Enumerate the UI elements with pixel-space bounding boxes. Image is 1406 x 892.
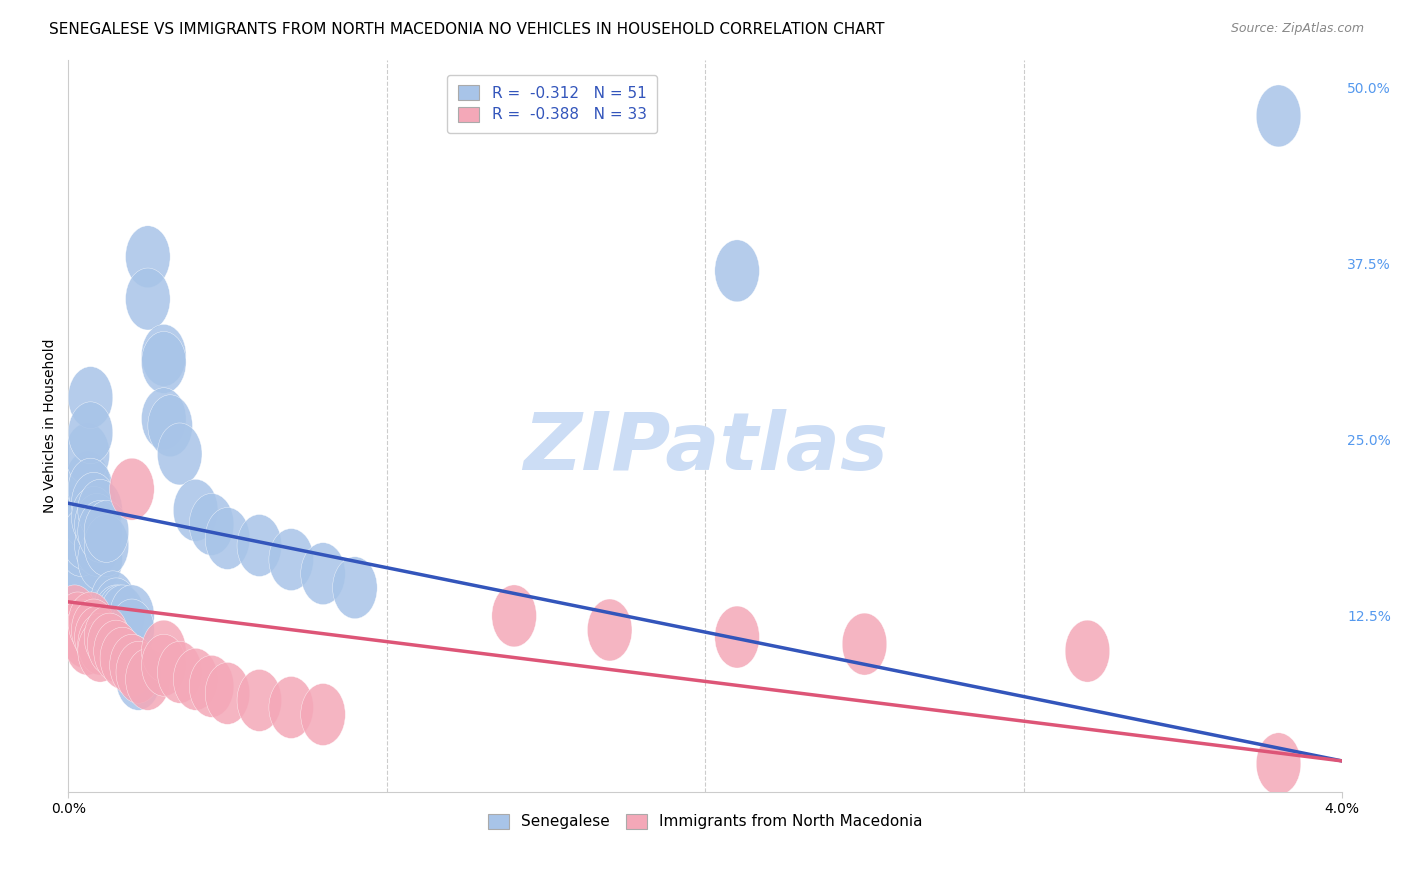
Ellipse shape bbox=[90, 571, 135, 632]
Ellipse shape bbox=[84, 606, 129, 668]
Ellipse shape bbox=[72, 599, 117, 661]
Text: SENEGALESE VS IMMIGRANTS FROM NORTH MACEDONIA NO VEHICLES IN HOUSEHOLD CORRELATI: SENEGALESE VS IMMIGRANTS FROM NORTH MACE… bbox=[49, 22, 884, 37]
Ellipse shape bbox=[77, 500, 122, 562]
Ellipse shape bbox=[84, 500, 129, 562]
Ellipse shape bbox=[125, 648, 170, 710]
Text: ZIPatlas: ZIPatlas bbox=[523, 409, 887, 487]
Ellipse shape bbox=[72, 486, 117, 549]
Ellipse shape bbox=[142, 325, 186, 386]
Ellipse shape bbox=[142, 388, 186, 450]
Ellipse shape bbox=[238, 669, 281, 731]
Ellipse shape bbox=[1257, 733, 1301, 795]
Ellipse shape bbox=[77, 620, 122, 682]
Ellipse shape bbox=[238, 515, 281, 576]
Ellipse shape bbox=[110, 458, 155, 520]
Ellipse shape bbox=[75, 493, 120, 556]
Ellipse shape bbox=[65, 423, 110, 485]
Ellipse shape bbox=[87, 592, 132, 654]
Ellipse shape bbox=[94, 578, 138, 640]
Ellipse shape bbox=[77, 479, 122, 541]
Ellipse shape bbox=[1257, 85, 1301, 147]
Ellipse shape bbox=[110, 634, 155, 696]
Ellipse shape bbox=[62, 486, 107, 549]
Ellipse shape bbox=[301, 542, 346, 605]
Ellipse shape bbox=[62, 606, 107, 668]
Ellipse shape bbox=[97, 585, 142, 647]
Ellipse shape bbox=[142, 634, 186, 696]
Ellipse shape bbox=[75, 515, 120, 576]
Ellipse shape bbox=[269, 676, 314, 739]
Ellipse shape bbox=[100, 585, 145, 647]
Ellipse shape bbox=[205, 508, 250, 569]
Ellipse shape bbox=[69, 458, 112, 520]
Ellipse shape bbox=[72, 472, 117, 534]
Ellipse shape bbox=[69, 592, 112, 654]
Ellipse shape bbox=[125, 268, 170, 330]
Ellipse shape bbox=[55, 529, 100, 591]
Ellipse shape bbox=[65, 613, 110, 675]
Ellipse shape bbox=[110, 599, 155, 661]
Ellipse shape bbox=[52, 585, 97, 647]
Ellipse shape bbox=[117, 648, 160, 710]
Ellipse shape bbox=[52, 515, 97, 576]
Ellipse shape bbox=[52, 500, 97, 562]
Ellipse shape bbox=[94, 585, 138, 647]
Ellipse shape bbox=[269, 529, 314, 591]
Ellipse shape bbox=[588, 599, 631, 661]
Ellipse shape bbox=[492, 585, 537, 647]
Ellipse shape bbox=[55, 592, 100, 654]
Ellipse shape bbox=[69, 367, 112, 428]
Ellipse shape bbox=[205, 663, 250, 724]
Ellipse shape bbox=[103, 620, 148, 682]
Ellipse shape bbox=[69, 401, 112, 464]
Ellipse shape bbox=[142, 620, 186, 682]
Ellipse shape bbox=[62, 508, 107, 569]
Ellipse shape bbox=[117, 641, 160, 703]
Ellipse shape bbox=[117, 641, 160, 703]
Ellipse shape bbox=[94, 620, 138, 682]
Ellipse shape bbox=[190, 656, 233, 717]
Ellipse shape bbox=[77, 613, 122, 675]
Ellipse shape bbox=[55, 535, 100, 598]
Ellipse shape bbox=[125, 226, 170, 288]
Ellipse shape bbox=[714, 240, 759, 301]
Ellipse shape bbox=[87, 613, 132, 675]
Ellipse shape bbox=[110, 634, 155, 696]
Ellipse shape bbox=[842, 613, 887, 675]
Ellipse shape bbox=[110, 585, 155, 647]
Ellipse shape bbox=[333, 557, 377, 619]
Ellipse shape bbox=[65, 451, 110, 513]
Y-axis label: No Vehicles in Household: No Vehicles in Household bbox=[44, 339, 58, 513]
Ellipse shape bbox=[173, 479, 218, 541]
Ellipse shape bbox=[1066, 620, 1109, 682]
Ellipse shape bbox=[59, 515, 103, 576]
Ellipse shape bbox=[301, 683, 346, 746]
Ellipse shape bbox=[714, 606, 759, 668]
Ellipse shape bbox=[75, 606, 120, 668]
Ellipse shape bbox=[77, 529, 122, 591]
Ellipse shape bbox=[55, 542, 100, 605]
Legend: Senegalese, Immigrants from North Macedonia: Senegalese, Immigrants from North Macedo… bbox=[482, 808, 929, 836]
Ellipse shape bbox=[173, 648, 218, 710]
Ellipse shape bbox=[52, 486, 97, 549]
Ellipse shape bbox=[84, 515, 129, 576]
Ellipse shape bbox=[142, 332, 186, 393]
Ellipse shape bbox=[100, 627, 145, 690]
Ellipse shape bbox=[59, 599, 103, 661]
Text: Source: ZipAtlas.com: Source: ZipAtlas.com bbox=[1230, 22, 1364, 36]
Ellipse shape bbox=[157, 641, 202, 703]
Ellipse shape bbox=[157, 423, 202, 485]
Ellipse shape bbox=[148, 395, 193, 457]
Ellipse shape bbox=[190, 493, 233, 556]
